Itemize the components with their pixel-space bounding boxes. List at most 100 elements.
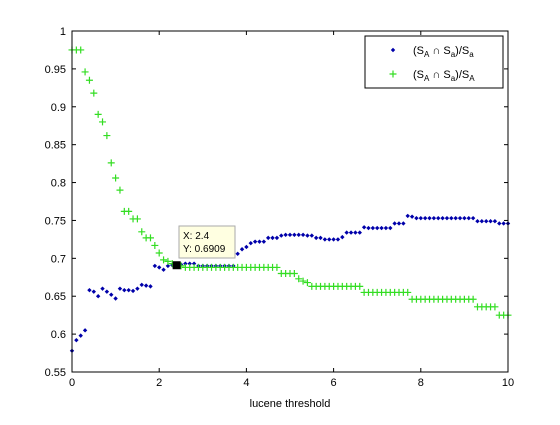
data-point xyxy=(235,251,240,256)
data-point xyxy=(466,215,471,221)
data-point xyxy=(444,215,450,221)
data-point xyxy=(331,237,336,242)
data-point xyxy=(357,230,362,235)
data-point xyxy=(370,225,376,231)
data-point xyxy=(348,230,354,235)
data-point xyxy=(479,219,485,224)
data-point xyxy=(313,235,319,241)
legend-subscript: A xyxy=(424,50,430,59)
data-point xyxy=(414,215,419,221)
data-point xyxy=(113,296,118,301)
data-point xyxy=(107,159,115,167)
legend-marker xyxy=(390,47,396,53)
data-point xyxy=(85,76,93,84)
data-point xyxy=(340,234,345,240)
data-point xyxy=(183,261,188,266)
data-point xyxy=(356,282,364,290)
data-point xyxy=(300,232,306,238)
legend-subscript: A xyxy=(469,74,475,83)
data-point xyxy=(501,221,506,226)
legend-marker xyxy=(389,70,397,78)
datatip-box xyxy=(178,225,236,259)
data-point xyxy=(261,239,267,244)
data-point xyxy=(405,213,410,219)
y-tick-label: 0.65 xyxy=(45,291,66,303)
data-point xyxy=(103,132,111,140)
datatip[interactable]: X: 2.4 Y: 0.6909 xyxy=(172,225,236,270)
data-point xyxy=(484,219,489,224)
legend: (SA ∩ Sa)/Sa(SA ∩ Sa)/SA xyxy=(364,35,504,89)
legend-text-part: ∩ S xyxy=(429,69,450,81)
data-point xyxy=(409,214,415,219)
data-point xyxy=(379,225,384,231)
data-point xyxy=(318,235,323,241)
data-point xyxy=(497,221,502,226)
data-point xyxy=(112,174,120,182)
data-point xyxy=(100,286,105,291)
data-point xyxy=(151,241,159,249)
data-point xyxy=(453,215,458,221)
legend-subscript: a xyxy=(451,74,456,83)
data-point xyxy=(266,235,271,241)
legend-text-part: )/S xyxy=(455,45,469,57)
data-point xyxy=(87,287,92,293)
data-point xyxy=(274,235,280,241)
data-point xyxy=(270,235,275,241)
series-2 xyxy=(68,46,512,319)
data-point xyxy=(257,239,262,244)
data-point xyxy=(491,303,499,311)
data-point xyxy=(122,287,127,293)
data-point xyxy=(148,284,153,289)
data-point xyxy=(252,239,258,244)
data-point xyxy=(431,215,437,221)
data-point xyxy=(109,292,114,297)
data-point xyxy=(422,215,428,221)
data-point xyxy=(126,287,131,293)
y-tick-label: 0.75 xyxy=(45,215,66,227)
data-point xyxy=(436,215,441,221)
y-tick-label: 0.6 xyxy=(51,329,66,341)
datatip-x-text: X: 2.4 xyxy=(183,231,210,242)
data-point xyxy=(191,261,197,266)
data-point xyxy=(309,233,314,238)
data-point xyxy=(401,221,406,226)
data-point xyxy=(469,295,477,303)
data-point xyxy=(77,46,85,54)
data-point xyxy=(104,289,110,294)
data-point xyxy=(404,288,412,296)
data-point xyxy=(392,221,397,226)
data-point xyxy=(138,228,146,236)
data-point xyxy=(244,244,249,250)
data-point xyxy=(135,286,140,291)
legend-subscript: a xyxy=(469,50,474,59)
data-point xyxy=(388,225,393,231)
data-point xyxy=(95,294,101,299)
legend-label: (SA ∩ Sa)/SA xyxy=(413,69,475,83)
data-point xyxy=(475,219,480,224)
data-point xyxy=(99,118,107,126)
x-tick-label: 10 xyxy=(502,377,514,389)
data-point xyxy=(492,219,498,224)
data-point xyxy=(78,333,83,338)
legend-label: (SA ∩ Sa)/Sa xyxy=(413,45,474,59)
data-point xyxy=(290,269,298,277)
data-point xyxy=(287,232,293,238)
y-tick-label: 0.7 xyxy=(51,253,66,265)
y-tick-label: 0.95 xyxy=(45,64,66,76)
data-point xyxy=(353,230,358,235)
legend-text-part: (S xyxy=(413,45,424,57)
data-point xyxy=(488,219,493,224)
data-point xyxy=(418,215,423,221)
y-tick-label: 0.9 xyxy=(51,102,66,114)
datatip-marker xyxy=(172,261,181,270)
data-point xyxy=(81,68,89,76)
x-tick-label: 0 xyxy=(69,377,75,389)
data-point xyxy=(344,230,349,235)
x-tick-label: 8 xyxy=(418,377,424,389)
data-point xyxy=(157,265,162,270)
data-point xyxy=(161,267,166,272)
legend-text-part: (S xyxy=(413,69,424,81)
data-point xyxy=(273,263,281,271)
